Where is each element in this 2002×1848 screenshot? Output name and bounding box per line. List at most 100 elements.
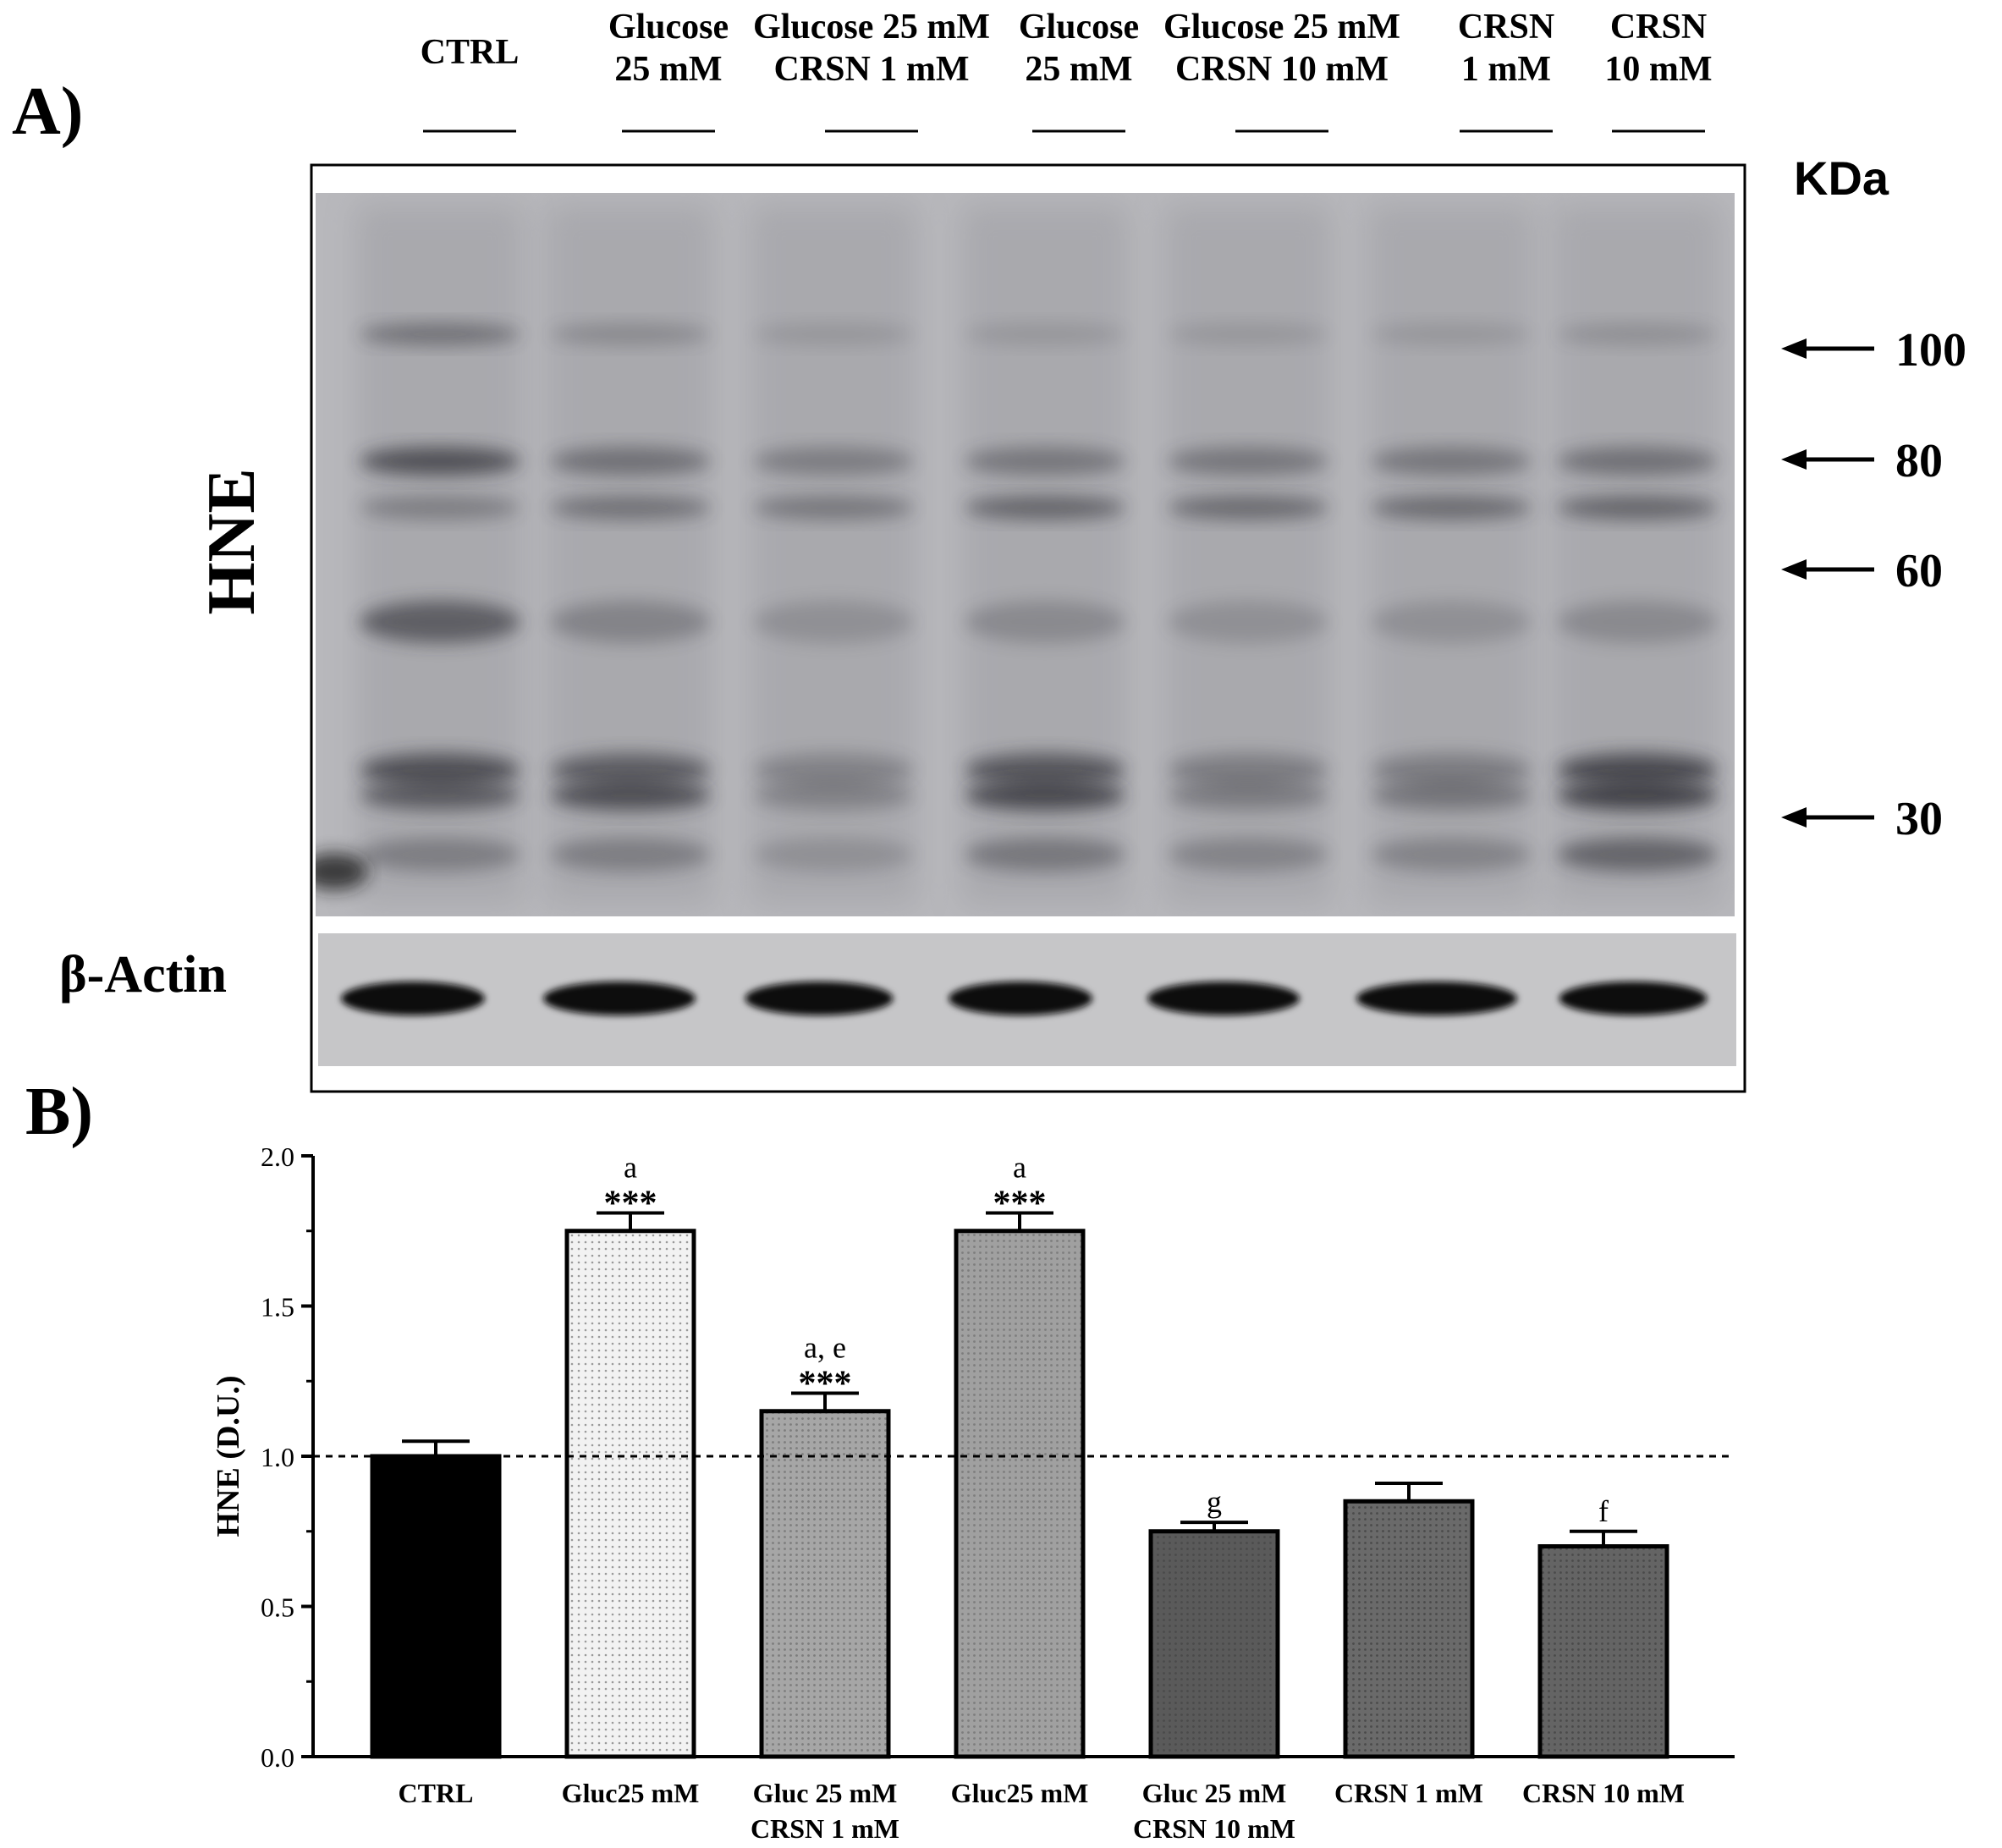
lane-header: CTRL: [421, 33, 520, 133]
hne-band: [1371, 447, 1532, 476]
mw-marker: 30: [1781, 793, 1943, 845]
hne-band: [965, 447, 1125, 476]
hne-band: [1557, 780, 1718, 811]
marker-arrowhead: [1781, 449, 1807, 470]
significance-stars: ***: [993, 1184, 1047, 1223]
hne-band: [1557, 447, 1718, 476]
panel-b-label: B): [25, 1075, 93, 1149]
hne-band: [360, 323, 520, 345]
panel-a-label: A): [12, 74, 83, 149]
lane-header-line: 25 mM: [614, 50, 722, 89]
x-tick-label: CRSN 10 mM: [1522, 1778, 1685, 1808]
hne-band: [1168, 496, 1328, 520]
y-tick-label: 1.0: [261, 1442, 294, 1472]
lane-header-line: 25 mM: [1025, 50, 1132, 89]
hne-band: [753, 753, 914, 787]
lane-header-line: CTRL: [421, 33, 520, 72]
hne-band: [1557, 838, 1718, 872]
hne-band: [1371, 753, 1532, 787]
y-tick-label: 2.0: [261, 1141, 294, 1172]
actin-band: [543, 982, 696, 1015]
actin-band: [949, 982, 1092, 1015]
marker-arrowhead: [1781, 338, 1807, 359]
lane-header-line: 1 mM: [1461, 50, 1551, 89]
lane-header-line: Glucose: [1019, 8, 1139, 47]
marker-arrowhead: [1781, 559, 1807, 580]
hne-band: [965, 601, 1125, 643]
y-tick-label: 0.0: [261, 1742, 294, 1773]
mw-marker: 60: [1781, 545, 1943, 597]
bar-group: ***a, e: [759, 1330, 891, 1759]
x-tick-label: CRSN 1 mM: [1334, 1778, 1483, 1808]
hne-band: [360, 496, 520, 520]
hne-band: [316, 853, 368, 890]
bar: [759, 1409, 891, 1759]
mw-marker-label: 60: [1895, 545, 1943, 597]
mw-marker-label: 100: [1895, 324, 1966, 377]
actin-band: [341, 982, 485, 1015]
hne-band: [1168, 323, 1328, 345]
bar: [370, 1454, 502, 1759]
hne-blot-label: HNE: [195, 468, 269, 614]
hne-band: [1557, 753, 1718, 787]
hne-band: [753, 780, 914, 811]
hne-band: [965, 780, 1125, 811]
blot-frame: [310, 163, 1746, 1093]
bar-group: [370, 1439, 502, 1759]
hne-band: [1371, 496, 1532, 520]
mw-marker-label: 80: [1895, 435, 1943, 487]
actin-band: [745, 982, 894, 1015]
x-tick-label: Gluc25 mM: [951, 1778, 1089, 1808]
hne-band: [965, 838, 1125, 872]
hne-band: [1371, 323, 1532, 345]
hne-band: [1168, 780, 1328, 811]
hne-band: [1557, 496, 1718, 520]
significance-letter: a: [1013, 1150, 1026, 1184]
actin-band: [1559, 982, 1708, 1015]
bar-group: f: [1537, 1494, 1669, 1759]
actin-band: [1147, 982, 1300, 1015]
lane-header-line: CRSN 1 mM: [774, 50, 970, 89]
hne-band: [1371, 780, 1532, 811]
hne-band: [360, 753, 520, 787]
hne-band: [1168, 753, 1328, 787]
lane-header-line: CRSN 10 mM: [1175, 50, 1389, 89]
hne-band: [753, 838, 914, 872]
hne-band: [360, 447, 520, 476]
lane-header-line: 10 mM: [1604, 50, 1712, 89]
x-tick-label: CRSN 10 mM: [1133, 1813, 1295, 1844]
hne-band: [1168, 601, 1328, 643]
lane-header-line: CRSN: [1610, 8, 1707, 47]
bar: [1148, 1529, 1280, 1759]
hne-band: [1371, 838, 1532, 872]
lane-header-line: Glucose 25 mM: [1163, 8, 1400, 47]
hne-band: [965, 753, 1125, 787]
actin-band: [1356, 982, 1517, 1015]
hne-band: [550, 447, 711, 476]
bar-group: g: [1148, 1485, 1280, 1759]
molecular-weight-markers: 100 80 60 30: [1781, 324, 1966, 845]
x-tick-label: CRSN 1 mM: [751, 1813, 899, 1844]
significance-stars: ***: [604, 1184, 657, 1223]
lane-header-line: CRSN: [1458, 8, 1554, 47]
hne-band: [1557, 323, 1718, 345]
significance-letter: g: [1207, 1485, 1222, 1519]
mw-marker: 80: [1781, 435, 1943, 487]
lane-header-line: Glucose: [608, 8, 729, 47]
actin-label: β-Actin: [59, 946, 227, 1004]
significance-stars: ***: [799, 1364, 852, 1403]
y-tick-label: 1.5: [261, 1292, 294, 1323]
hne-blot: [316, 193, 1735, 916]
hne-band: [1371, 601, 1532, 643]
hne-band: [1168, 838, 1328, 872]
mw-marker: 100: [1781, 324, 1966, 377]
hne-band: [1168, 447, 1328, 476]
significance-letter: f: [1598, 1494, 1609, 1528]
